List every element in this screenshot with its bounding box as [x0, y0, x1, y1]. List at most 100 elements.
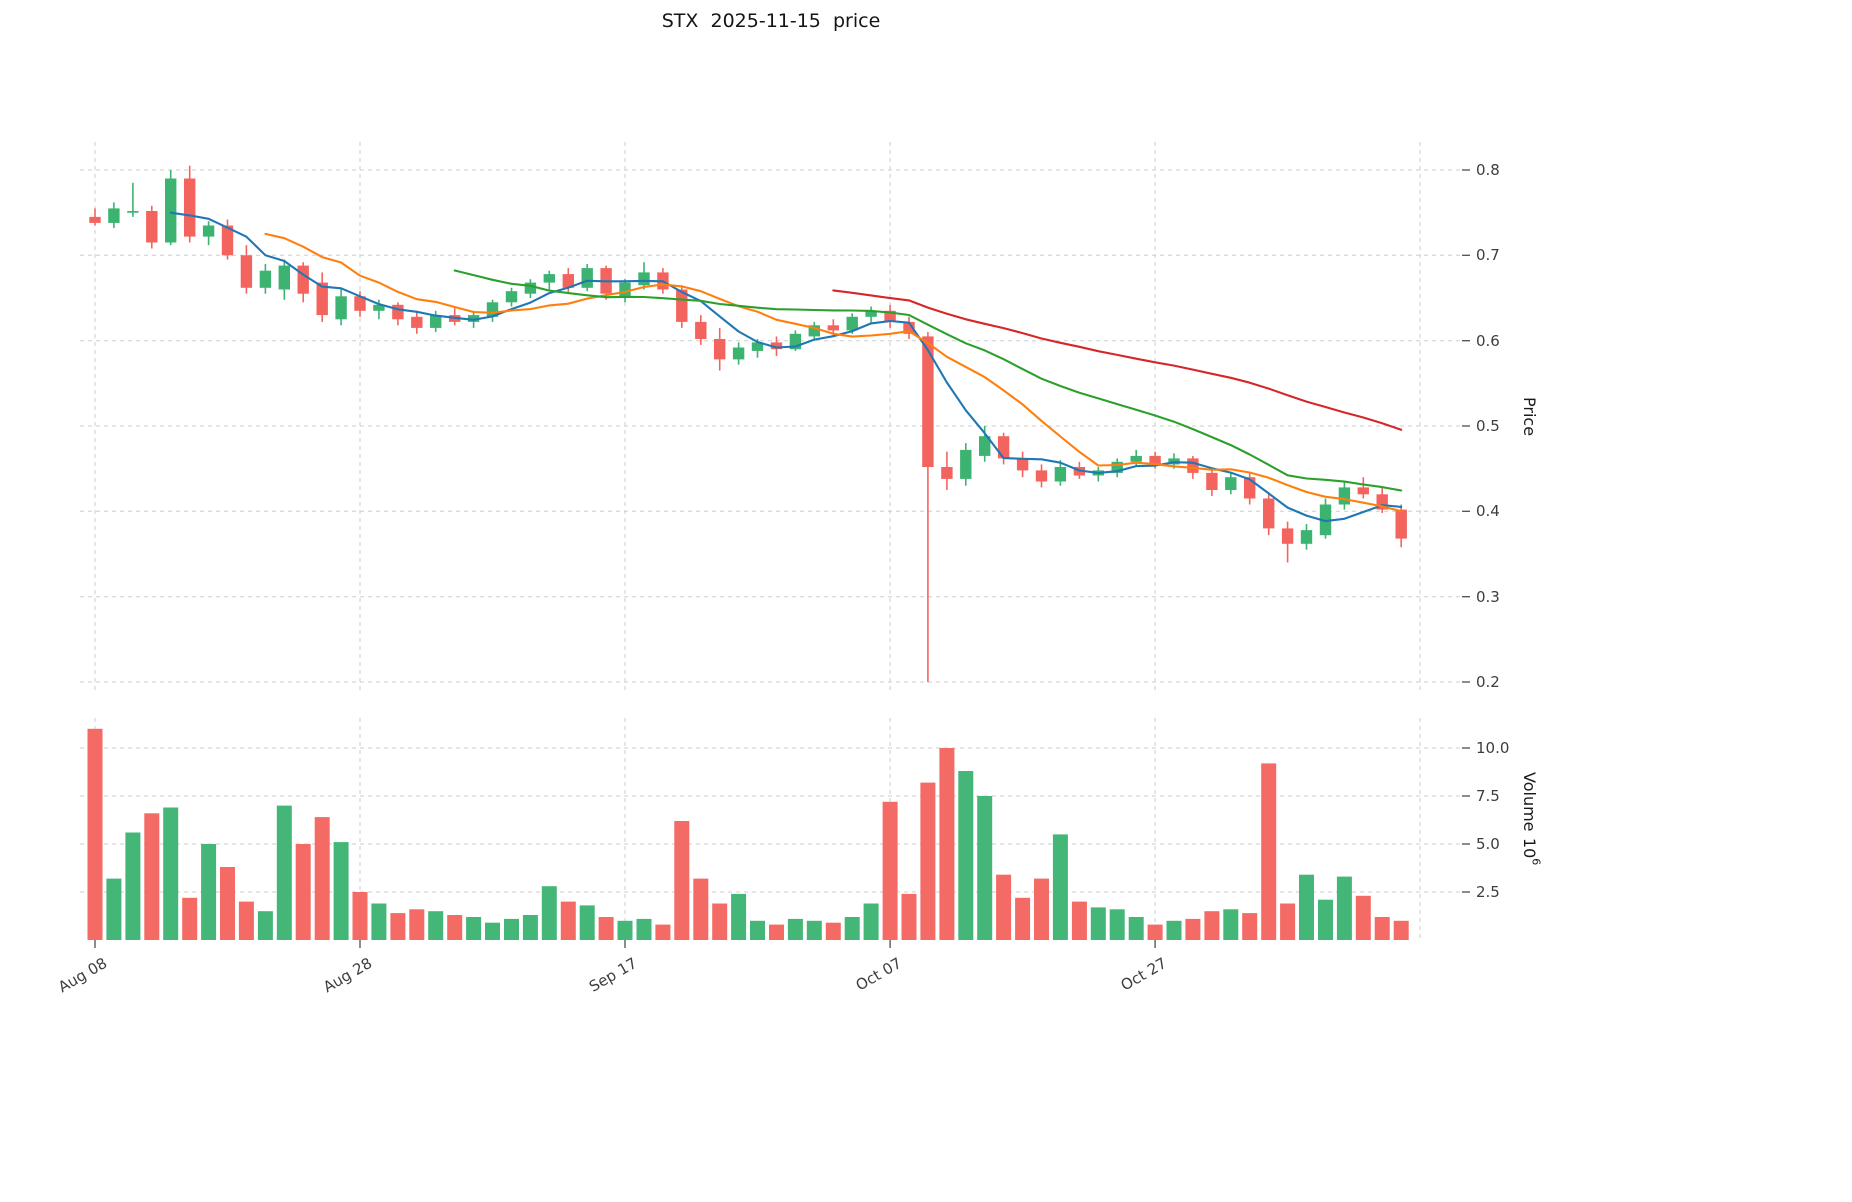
candle-body	[543, 274, 555, 283]
volume-bar	[1015, 897, 1031, 940]
volume-bar	[712, 903, 728, 940]
volume-bar	[485, 922, 500, 940]
volume-bar	[787, 918, 803, 940]
volume-bar	[371, 903, 387, 940]
candle-body	[941, 467, 953, 479]
volume-scale-base: 10	[1520, 837, 1539, 859]
volume-tick-label: 5.0	[1476, 835, 1500, 853]
candle-body	[184, 178, 196, 237]
ma5-line	[169, 211, 1403, 523]
candle-body	[259, 270, 272, 288]
candles	[89, 165, 1407, 682]
volume-bar	[1299, 874, 1314, 940]
volume-bar	[125, 832, 141, 940]
volume-bar	[220, 867, 235, 940]
volume-bar	[1355, 895, 1371, 940]
candle-body	[1300, 530, 1313, 544]
volume-axis-label-text: Volume	[1520, 772, 1539, 832]
candle-body	[751, 342, 764, 351]
candle-body	[714, 339, 726, 360]
candle-body	[505, 291, 518, 303]
candle-body	[1338, 487, 1351, 505]
volume-bar	[1090, 907, 1106, 940]
price-tick-label: 0.4	[1476, 502, 1500, 521]
volume-bar	[996, 874, 1012, 940]
volume-bar	[1318, 899, 1333, 940]
candle-body	[278, 265, 290, 290]
candle-body	[1206, 472, 1218, 490]
candle-body	[997, 436, 1010, 459]
volume-bar	[314, 817, 330, 940]
candle-body	[695, 321, 707, 339]
volume-bar	[1204, 911, 1220, 940]
volume-bar	[201, 844, 217, 940]
volume-bar	[806, 920, 822, 940]
volume-bar	[1185, 918, 1201, 940]
candle-body	[1016, 458, 1029, 471]
volume-axis-label: Volume 106	[1520, 772, 1542, 865]
price-axis-label-text: Price	[1520, 397, 1539, 437]
candle-body	[240, 255, 253, 288]
volume-bar	[1166, 920, 1182, 940]
volume-bar	[579, 905, 595, 940]
volume-bar	[674, 821, 690, 940]
volume-bar	[1034, 878, 1049, 940]
candle-body	[732, 347, 745, 360]
volume-bar	[977, 796, 993, 940]
candle-body	[467, 315, 480, 322]
volume-bar	[504, 918, 519, 940]
volume-bar	[257, 911, 273, 940]
candle-body	[1111, 461, 1123, 473]
volume-bar	[1280, 903, 1296, 940]
candle-body	[1244, 477, 1256, 499]
candle-body	[146, 211, 158, 243]
candle-body	[770, 342, 783, 350]
volume-bar	[617, 920, 633, 940]
candle-body	[165, 178, 177, 243]
candle-body	[903, 321, 915, 334]
price-axis-label: Price	[1520, 397, 1539, 436]
candle-body	[1357, 487, 1369, 495]
candle-body	[297, 265, 309, 294]
candle-body	[89, 216, 101, 223]
candle-body	[562, 274, 574, 288]
volume-bar	[882, 801, 898, 940]
volume-bar	[1374, 917, 1390, 940]
volume-bar	[693, 878, 709, 940]
candle-body	[789, 333, 802, 350]
volume-bar	[1109, 909, 1125, 940]
volume-bar	[238, 901, 254, 940]
price-tick-label: 0.2	[1476, 673, 1500, 691]
volume-bar	[598, 917, 614, 940]
volume-scale-exponent: 6	[1529, 858, 1543, 866]
volume-tick-label: 10.0	[1476, 739, 1510, 757]
volume-bar	[769, 924, 784, 940]
candle-body	[1376, 494, 1388, 510]
volume-bar	[920, 782, 936, 940]
candle-body	[221, 225, 234, 256]
volume-bar	[87, 728, 103, 940]
candle-body	[960, 449, 972, 479]
volume-bar	[144, 813, 160, 940]
price-tick-label: 0.8	[1476, 161, 1500, 179]
volume-bar	[1393, 920, 1409, 940]
volume-bar	[825, 922, 841, 940]
moving-average-lines	[169, 211, 1403, 523]
candle-body	[127, 211, 139, 213]
candle-body	[676, 289, 688, 322]
volume-bar	[1336, 876, 1352, 940]
candle-body	[922, 336, 934, 467]
volume-bar	[106, 878, 122, 940]
candle-body	[1263, 498, 1275, 529]
volume-bars	[87, 728, 1409, 940]
candle-body	[486, 302, 499, 317]
volume-bar	[163, 807, 179, 940]
ma40-line	[832, 289, 1403, 431]
candle-body	[638, 272, 650, 286]
volume-bar	[390, 913, 406, 940]
candle-body	[1395, 509, 1407, 539]
candle-body	[619, 282, 631, 297]
chart-title: STX 2025-11-15 price	[661, 10, 881, 32]
